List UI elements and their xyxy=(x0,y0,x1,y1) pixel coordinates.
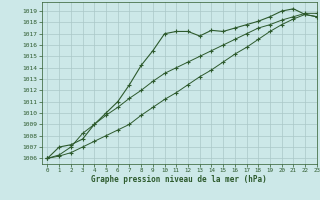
X-axis label: Graphe pression niveau de la mer (hPa): Graphe pression niveau de la mer (hPa) xyxy=(91,175,267,184)
